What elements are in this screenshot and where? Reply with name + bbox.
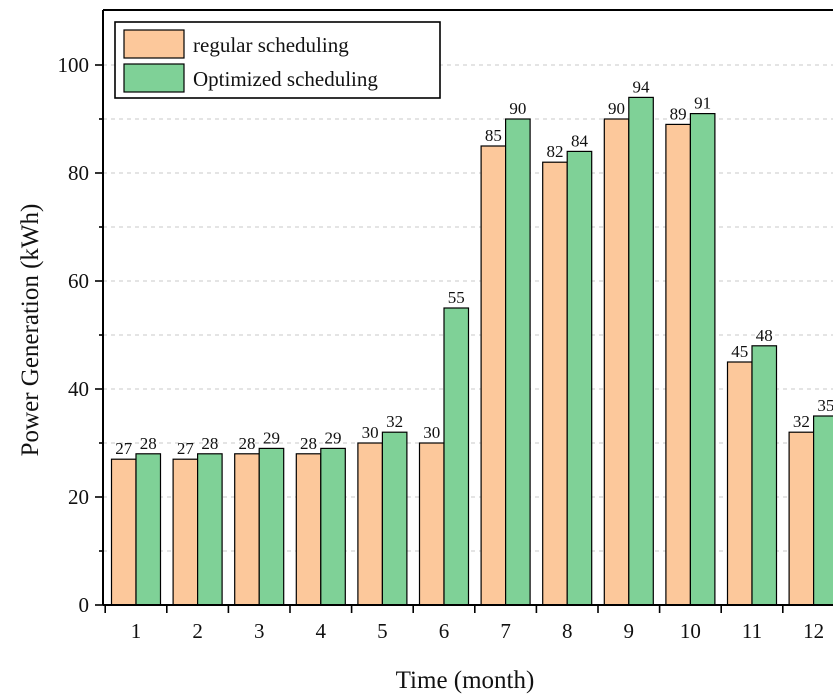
bar-optimized bbox=[812, 415, 833, 606]
data-label-optimized: 28 bbox=[201, 434, 218, 453]
y-tick-label: 40 bbox=[68, 377, 89, 401]
bar-regular bbox=[357, 442, 383, 606]
bar-optimized bbox=[566, 150, 593, 606]
x-tick-label: 11 bbox=[742, 619, 762, 643]
axes bbox=[102, 9, 833, 606]
bar-optimized bbox=[443, 307, 470, 606]
x-tick-label: 9 bbox=[624, 619, 635, 643]
y-tick-label: 80 bbox=[68, 161, 89, 185]
y-tick-label: 0 bbox=[79, 593, 90, 617]
y-axis-title: Power Generation (kWh) bbox=[17, 204, 44, 457]
bar-optimized bbox=[381, 431, 408, 606]
data-label-regular: 45 bbox=[731, 342, 748, 361]
x-tick-label: 8 bbox=[562, 619, 573, 643]
data-label-optimized: 94 bbox=[633, 77, 651, 96]
data-label-optimized: 84 bbox=[571, 131, 589, 150]
bar-regular bbox=[726, 361, 753, 606]
data-label-optimized: 48 bbox=[756, 326, 773, 345]
data-label-regular: 27 bbox=[115, 439, 133, 458]
x-tick-label: 4 bbox=[316, 619, 327, 643]
bar-regular bbox=[295, 453, 322, 606]
bar-regular bbox=[172, 458, 199, 606]
data-label-optimized: 32 bbox=[386, 412, 403, 431]
bar-regular bbox=[234, 453, 260, 606]
x-tick-label: 1 bbox=[131, 619, 142, 643]
bar-optimized bbox=[689, 112, 716, 606]
x-tick-label: 3 bbox=[254, 619, 265, 643]
bar-optimized bbox=[505, 118, 531, 606]
legend-label-optimized: Optimized scheduling bbox=[193, 67, 378, 91]
bar-regular bbox=[480, 145, 507, 606]
bar-optimized bbox=[135, 453, 162, 606]
data-label-optimized: 28 bbox=[140, 434, 157, 453]
y-tick-label: 20 bbox=[68, 485, 89, 509]
legend-swatch-regular bbox=[123, 29, 185, 59]
data-label-regular: 90 bbox=[608, 99, 625, 118]
data-label-optimized: 90 bbox=[509, 99, 526, 118]
y-tick-label: 60 bbox=[68, 269, 89, 293]
data-label-regular: 32 bbox=[793, 412, 810, 431]
data-label-regular: 82 bbox=[546, 142, 563, 161]
bar-optimized bbox=[197, 453, 223, 606]
data-label-regular: 27 bbox=[177, 439, 195, 458]
x-tick-label: 10 bbox=[680, 619, 701, 643]
bar-optimized bbox=[320, 447, 346, 606]
bar-optimized bbox=[258, 447, 285, 606]
data-label-regular: 89 bbox=[670, 104, 687, 123]
bar-regular bbox=[542, 161, 568, 606]
bar-regular bbox=[788, 431, 815, 606]
data-label-regular: 28 bbox=[300, 434, 317, 453]
data-label-optimized: 55 bbox=[448, 288, 465, 307]
legend-swatch-optimized bbox=[123, 63, 185, 93]
data-label-optimized: 35 bbox=[817, 396, 833, 415]
bar-regular bbox=[418, 442, 445, 606]
data-label-optimized: 29 bbox=[325, 428, 342, 447]
data-label-regular: 30 bbox=[362, 423, 379, 442]
bars bbox=[110, 96, 833, 606]
x-tick-label: 12 bbox=[803, 619, 824, 643]
x-tick-label: 6 bbox=[439, 619, 450, 643]
bar-regular bbox=[110, 458, 137, 606]
x-tick-label: 7 bbox=[500, 619, 511, 643]
x-tick-label: 5 bbox=[377, 619, 388, 643]
x-tick-label: 2 bbox=[192, 619, 203, 643]
data-label-regular: 85 bbox=[485, 126, 502, 145]
bar-optimized bbox=[751, 345, 778, 606]
bar-regular bbox=[603, 118, 630, 606]
x-axis-title: Time (month) bbox=[396, 667, 535, 694]
data-label-optimized: 91 bbox=[694, 94, 711, 113]
data-label-regular: 28 bbox=[238, 434, 255, 453]
bar-regular bbox=[665, 123, 692, 606]
bar-optimized bbox=[628, 96, 654, 606]
y-tick-label: 100 bbox=[58, 53, 90, 77]
legend-label-regular: regular scheduling bbox=[193, 33, 349, 57]
data-labels: 27 28 27 28 28 29 28 29 30 32 30 55 85 90 82 84 90 94 89 91… bbox=[115, 77, 833, 458]
data-label-optimized: 29 bbox=[263, 428, 280, 447]
legend: regular scheduling Optimized scheduling bbox=[114, 21, 441, 99]
data-label-regular: 30 bbox=[423, 423, 440, 442]
